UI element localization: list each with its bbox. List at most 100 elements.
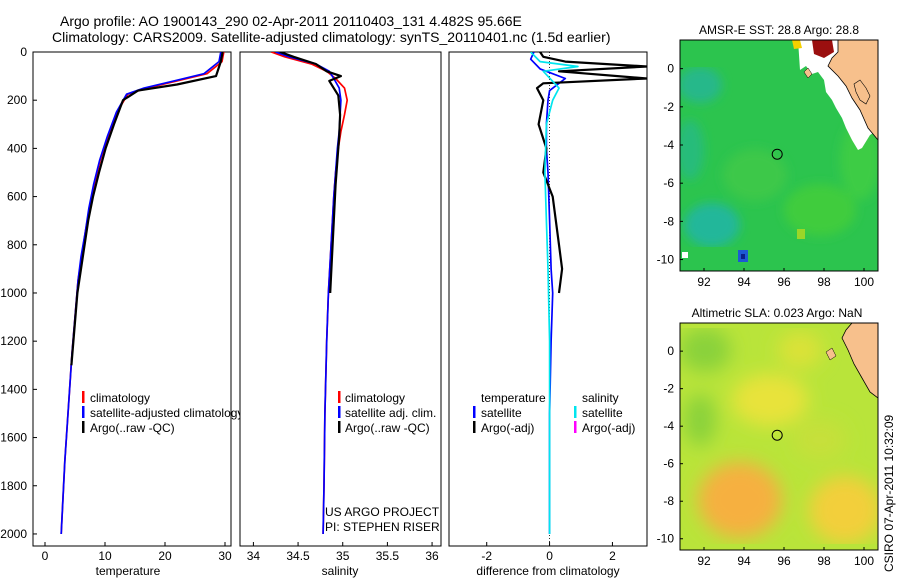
sla-land bbox=[841, 323, 878, 399]
legend-swatch-satellite bbox=[82, 406, 85, 418]
sst-warm-spot bbox=[797, 229, 805, 239]
depth-tick-label: 2000 bbox=[0, 527, 27, 541]
map-lon-tick-label: 98 bbox=[817, 554, 831, 568]
map-lat-tick-label: -6 bbox=[663, 176, 674, 190]
legend-swatch-salinity-satellite bbox=[574, 406, 577, 418]
figure-title-line1: Argo profile: AO 1900143_290 02-Apr-2011… bbox=[60, 13, 522, 29]
legend-header-temperature: temperature bbox=[481, 391, 546, 405]
legend-label-temperature-satellite: satellite bbox=[481, 406, 522, 420]
salinity-panel: 34 34.5 35 35.5 36 salinity climatology sate… bbox=[239, 51, 442, 578]
map-lon-tick-label: 96 bbox=[777, 554, 791, 568]
map-lat-tick-label: -6 bbox=[663, 457, 674, 471]
figure-title-line2: Climatology: CARS2009. Satellite-adjuste… bbox=[52, 29, 610, 45]
map-lat-tick-label: 0 bbox=[667, 344, 674, 358]
salinity-lines bbox=[271, 52, 349, 535]
difference-axis-label: difference from climatology bbox=[476, 564, 619, 578]
map-lat-tick-label: -2 bbox=[663, 382, 674, 396]
temperature-series-satellite bbox=[60, 52, 222, 535]
depth-tick-label: 600 bbox=[7, 190, 27, 204]
salinity-tick-label: 35.5 bbox=[376, 549, 400, 563]
map-lon-tick-label: 92 bbox=[697, 275, 711, 289]
legend-label-salinity-argo: Argo(-adj) bbox=[582, 421, 635, 435]
salinity-axis-label: salinity bbox=[322, 564, 359, 578]
difference-axis-ticks: -2 0 2 bbox=[481, 542, 616, 563]
sla-map-ticks: 92 94 96 98 100 0 -2 -4 -6 -8 -10 bbox=[657, 344, 875, 568]
difference-series-temperature-argo-adj- bbox=[535, 52, 647, 294]
legend-swatch-climatology bbox=[338, 391, 341, 403]
sst-map-ticks: 92 94 96 98 100 0 -2 -4 -6 -8 -10 bbox=[657, 62, 875, 289]
difference-series-salinity-satellite bbox=[530, 52, 579, 534]
sst-hot-patch bbox=[812, 40, 834, 58]
depth-tick-label: 200 bbox=[7, 93, 27, 107]
salinity-tick-label: 35 bbox=[336, 549, 350, 563]
sla-islet bbox=[825, 347, 837, 361]
legend-label-climatology: climatology bbox=[345, 391, 405, 405]
map-lon-tick-label: 94 bbox=[737, 275, 751, 289]
difference-tick-label: 2 bbox=[609, 549, 616, 563]
legend-swatch-argo bbox=[338, 421, 341, 433]
legend-swatch-argo bbox=[82, 421, 85, 433]
sst-cold-spot-core bbox=[741, 254, 745, 259]
salinity-legend: climatology satellite adj. clim. Argo(..… bbox=[338, 391, 436, 435]
sla-map-panel: Altimetric SLA: 0.023 Argo: NaN 92 94 96 98… bbox=[657, 306, 879, 568]
sst-map-panel: AMSR-E SST: 28.8 Argo: 28.8 92 94 96 98 bbox=[657, 23, 879, 289]
pi-annotation: PI: STEPHEN RISER bbox=[325, 520, 440, 534]
salinity-tick-label: 34.5 bbox=[286, 549, 310, 563]
sst-island bbox=[853, 79, 871, 105]
map-lat-tick-label: -2 bbox=[663, 100, 674, 114]
depth-tick-label: 800 bbox=[7, 238, 27, 252]
difference-tick-label: -2 bbox=[481, 549, 492, 563]
temperature-tick-label: 20 bbox=[158, 549, 172, 563]
legend-swatch-salinity-argo bbox=[574, 421, 577, 433]
sst-map-frame bbox=[679, 39, 879, 272]
depth-tick-label: 1000 bbox=[0, 286, 27, 300]
legend-label-satellite: satellite-adjusted climatology bbox=[90, 406, 243, 420]
temperature-tick-label: 30 bbox=[218, 549, 232, 563]
map-lat-tick-label: -4 bbox=[663, 138, 674, 152]
map-lon-tick-label: 100 bbox=[854, 275, 874, 289]
map-lon-tick-label: 100 bbox=[854, 554, 874, 568]
temperature-axis-label: temperature bbox=[96, 564, 161, 578]
depth-tick-label: 1400 bbox=[0, 382, 27, 396]
legend-swatch-temperature-argo bbox=[473, 421, 476, 433]
map-lon-tick-label: 96 bbox=[777, 275, 791, 289]
map-lon-tick-label: 92 bbox=[697, 554, 711, 568]
map-lat-tick-label: 0 bbox=[667, 62, 674, 76]
sla-map-frame bbox=[679, 322, 879, 551]
temperature-series-argo bbox=[70, 52, 224, 366]
legend-swatch-climatology bbox=[82, 391, 85, 403]
temperature-lines bbox=[60, 52, 225, 535]
legend-header-salinity: salinity bbox=[582, 391, 619, 405]
sst-map-field bbox=[680, 40, 878, 271]
map-lat-tick-label: -10 bbox=[657, 253, 675, 267]
depth-tick-label: 1800 bbox=[0, 479, 27, 493]
legend-swatch-temperature-satellite bbox=[473, 406, 476, 418]
sst-islet bbox=[803, 67, 813, 79]
csiro-timestamp: CSIRO 07-Apr-2011 10:32:09 bbox=[882, 414, 896, 572]
difference-lines bbox=[529, 52, 647, 534]
sst-yellow-patch bbox=[792, 40, 802, 49]
map-lon-tick-label: 98 bbox=[817, 275, 831, 289]
salinity-tick-label: 34 bbox=[247, 549, 261, 563]
depth-tick-label: 400 bbox=[7, 141, 27, 155]
legend-label-argo: Argo(..raw -QC) bbox=[345, 421, 430, 435]
legend-label-salinity-satellite: satellite bbox=[582, 406, 623, 420]
temperature-axis-ticks: 0 10 20 30 bbox=[42, 542, 232, 563]
difference-legend: temperature salinity satellite Argo(-adj… bbox=[473, 391, 635, 435]
map-lat-tick-label: -8 bbox=[663, 214, 674, 228]
temperature-tick-label: 0 bbox=[42, 549, 49, 563]
temperature-legend: climatology satellite-adjusted climatolo… bbox=[82, 391, 243, 435]
sla-map-field bbox=[680, 323, 878, 550]
map-lat-tick-label: -10 bbox=[657, 532, 675, 546]
sst-texture bbox=[680, 67, 878, 247]
sst-missing-pixel bbox=[682, 252, 688, 258]
sla-argo-location-marker bbox=[771, 429, 783, 441]
temperature-axes-box bbox=[32, 51, 232, 547]
project-annotation: US ARGO PROJECT bbox=[325, 505, 440, 519]
depth-tick-label: 1200 bbox=[0, 334, 27, 348]
map-lat-tick-label: -8 bbox=[663, 494, 674, 508]
sst-argo-location-marker bbox=[771, 148, 783, 160]
legend-label-climatology: climatology bbox=[90, 391, 150, 405]
depth-tick-label: 0 bbox=[20, 45, 27, 59]
